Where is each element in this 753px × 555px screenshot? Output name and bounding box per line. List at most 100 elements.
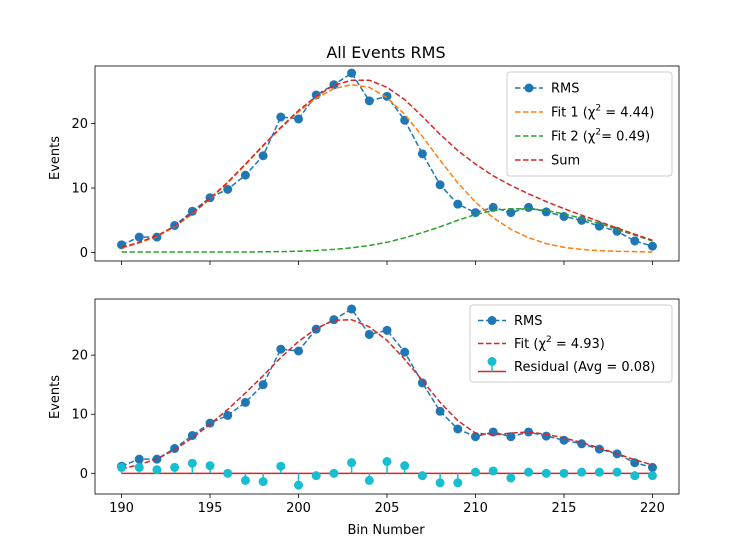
data-point — [417, 149, 427, 159]
data-point — [400, 347, 410, 357]
data-point — [435, 406, 445, 416]
data-point — [577, 215, 587, 225]
residual-point — [488, 466, 498, 476]
data-point — [134, 454, 144, 464]
y-tick-label: 10 — [71, 182, 88, 197]
top-panel-title: All Events RMS — [326, 43, 445, 62]
residual-point — [382, 457, 392, 466]
x-tick-label: 200 — [286, 501, 311, 516]
residual-point — [506, 473, 516, 483]
data-point — [453, 199, 463, 209]
data-point — [417, 378, 427, 388]
residual-point — [470, 467, 480, 477]
residual-point — [541, 468, 551, 478]
residual-point — [577, 467, 587, 477]
data-point — [594, 444, 604, 454]
data-point — [276, 344, 286, 354]
residual-point — [187, 458, 197, 468]
series-line — [121, 207, 653, 253]
data-point — [647, 462, 657, 472]
x-tick-label: 210 — [463, 501, 488, 516]
data-point — [258, 380, 268, 390]
bottom-legend: RMS Fit (χ2 = 4.93) Residual (Avg = 0.08) — [469, 304, 673, 383]
x-tick-label: 205 — [375, 501, 400, 516]
data-point — [541, 431, 551, 441]
legend-label: Fit 1 (χ2 = 4.44) — [551, 104, 654, 121]
y-tick-label: 0 — [80, 467, 88, 482]
data-point — [647, 241, 657, 251]
data-point — [506, 208, 516, 218]
series-2 — [121, 207, 653, 253]
residual-point — [612, 467, 622, 477]
residual-point — [223, 468, 233, 478]
data-point — [240, 170, 250, 180]
data-point — [187, 431, 197, 440]
series-line — [121, 83, 653, 253]
legend-marker-swatch — [487, 357, 497, 366]
residual-point — [134, 462, 144, 472]
legend-label: RMS — [551, 82, 580, 97]
residual-point — [630, 471, 640, 481]
bottom-panel-y-axis-label: Events — [48, 375, 63, 419]
residual-point — [311, 471, 321, 481]
residual-point — [258, 477, 268, 487]
y-tick-label: 20 — [71, 117, 88, 132]
residual-point — [276, 461, 286, 471]
x-tick-label: 190 — [109, 501, 134, 516]
residual-point — [152, 465, 162, 475]
x-tick-label: 195 — [198, 501, 223, 516]
residual-point — [417, 471, 427, 481]
bottom-plot-area: 190 195 200 205 210 215 220 0 10 20 — [71, 298, 680, 516]
y-tick-label: 20 — [71, 349, 88, 364]
residual-point — [329, 468, 339, 478]
data-point — [382, 91, 392, 101]
residual-point — [170, 462, 180, 472]
data-point — [382, 325, 392, 335]
x-tick-label: 215 — [552, 501, 577, 516]
legend-box — [469, 304, 673, 383]
data-point — [240, 397, 250, 407]
data-point — [170, 444, 180, 453]
data-point — [364, 96, 374, 106]
data-point — [470, 432, 480, 442]
x-tick-label: 220 — [640, 501, 665, 516]
legend-marker-swatch — [487, 316, 497, 325]
bottom-panel: Events Bin Number 190 195 200 205 210 215 220 0… — [48, 298, 680, 538]
top-legend: RMS Fit 1 (χ2 = 4.44) Fit 2 (χ2= 0.49) Sum — [506, 71, 673, 177]
y-tick-label: 0 — [80, 246, 88, 261]
data-point — [134, 232, 144, 242]
data-point — [630, 458, 640, 468]
residual-point — [647, 471, 657, 481]
legend-box — [506, 71, 673, 177]
legend-label: Fit (χ2 = 4.93) — [514, 335, 605, 352]
series-line — [121, 318, 653, 470]
data-point — [276, 112, 286, 122]
data-point — [524, 202, 534, 212]
data-point — [294, 114, 304, 124]
residual-point — [347, 458, 357, 468]
data-point — [294, 346, 304, 356]
x-axis-label: Bin Number — [347, 523, 425, 538]
data-point — [630, 236, 640, 246]
residual-point — [524, 467, 534, 477]
legend-label: Sum — [551, 154, 580, 169]
residual-point — [435, 478, 445, 488]
legend-label: Residual (Avg = 0.08) — [514, 360, 655, 375]
series-1 — [121, 83, 653, 253]
data-point — [364, 329, 374, 339]
residual-point — [400, 461, 410, 471]
residual-point — [240, 475, 250, 485]
data-point — [435, 180, 445, 190]
top-panel-y-axis-label: Events — [48, 136, 63, 180]
residual-point — [117, 462, 127, 472]
residual-point — [364, 475, 374, 485]
top-plot-area: 0 10 20 — [71, 65, 680, 265]
legend-marker-swatch — [524, 83, 534, 93]
series-2 — [117, 457, 657, 490]
legend-label: RMS — [514, 314, 543, 329]
residual-point — [559, 468, 569, 478]
data-point — [400, 115, 410, 125]
series-1 — [121, 318, 653, 470]
data-point — [258, 151, 268, 161]
